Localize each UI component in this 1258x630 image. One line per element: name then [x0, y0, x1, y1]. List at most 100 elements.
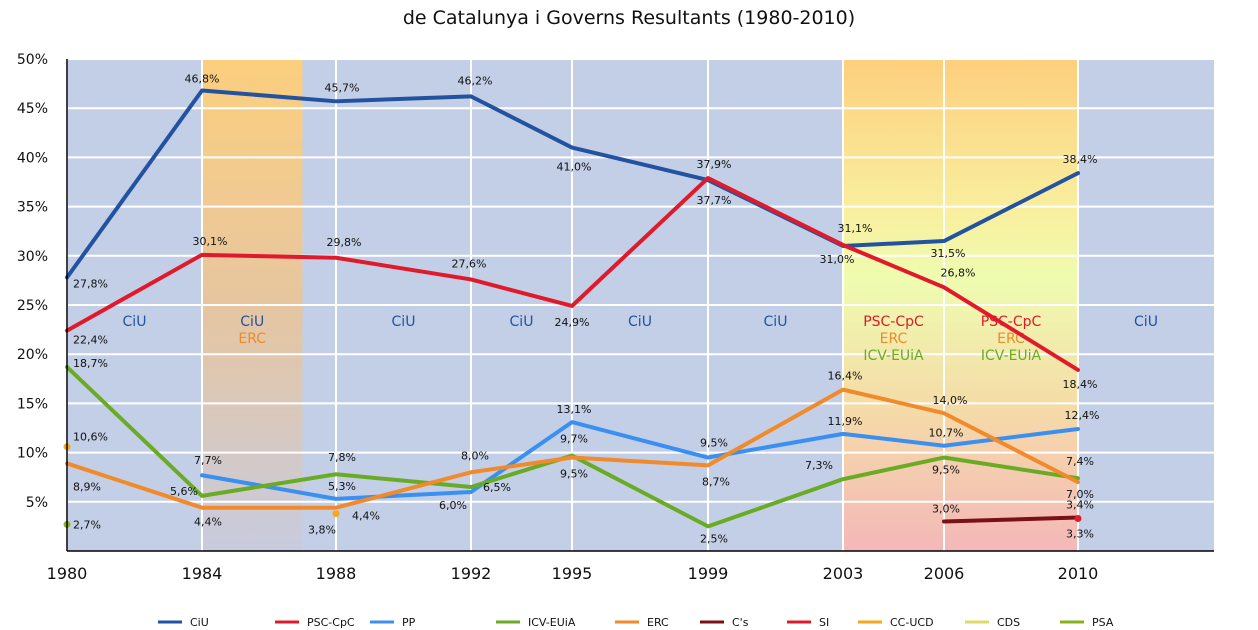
government-party-label: CiU	[392, 314, 416, 330]
legend-label-C's: C's	[732, 616, 749, 629]
data-label-ICV-EUiA: 7,3%	[805, 459, 833, 472]
data-label-ICV-EUiA: 2,5%	[700, 532, 728, 545]
series-point-CC-UCD	[332, 510, 340, 518]
data-label-CiU: 27,8%	[73, 277, 108, 290]
government-party-label: ERC	[238, 331, 266, 347]
data-label-PP: 10,7%	[929, 427, 964, 440]
government-party-label: CiU	[628, 314, 652, 330]
series-lines	[63, 88, 1082, 529]
y-tick-label: 20%	[17, 347, 48, 363]
data-label-C's: 3,4%	[1066, 499, 1094, 512]
data-label-CiU: 38,4%	[1063, 153, 1098, 166]
data-label-PP: 13,1%	[557, 403, 592, 416]
y-tick-label: 40%	[17, 150, 48, 166]
x-tick-label: 1995	[552, 564, 593, 583]
data-label-PSC-CpC: 31,1%	[838, 222, 873, 235]
legend-label-PP: PP	[402, 616, 416, 629]
data-label-ICV-EUiA: 7,4%	[1066, 455, 1094, 468]
series-line-ERC	[65, 387, 1080, 510]
data-label-ERC: 7,0%	[1066, 488, 1094, 501]
data-label-ERC: 8,7%	[702, 475, 730, 488]
data-label-ICV-EUiA: 18,7%	[73, 357, 108, 370]
legend-label-CC-UCD: CC-UCD	[890, 616, 934, 629]
x-tick-label: 2006	[924, 564, 965, 583]
government-party-label: ICV-EUiA	[981, 348, 1042, 364]
legend: CiU PSC-CpC PP ICV-EUiA ERC C's SI CC-UCD CDS PSA	[158, 616, 1114, 629]
series-point-SI	[1074, 515, 1082, 523]
data-label-PSC-CpC: 24,9%	[555, 316, 590, 329]
government-party-label: CiU	[123, 314, 147, 330]
series-line-C's	[942, 515, 1080, 524]
data-label-CiU: 31,0%	[820, 253, 855, 266]
data-labels: 27,8% 46,8% 45,7% 46,2% 41,0% 37,7% 31,0% 31,5%…	[73, 72, 1099, 545]
data-label-CiU: 41,0%	[557, 161, 592, 174]
data-label-CC-UCD: 10,6%	[73, 431, 108, 444]
x-tick-label: 1980	[47, 564, 88, 583]
series-line-PSC-CpC	[65, 176, 1080, 372]
y-tick-label: 30%	[17, 249, 48, 265]
government-party-label: CiU	[1134, 314, 1158, 330]
y-tick-label: 10%	[17, 446, 48, 462]
series-line-CiU	[65, 88, 1080, 280]
y-tick-label: 25%	[17, 298, 48, 314]
government-party-label: ICV-EUiA	[863, 348, 924, 364]
data-label-ERC: 4,4%	[194, 516, 222, 529]
data-label-PP: 11,9%	[828, 415, 863, 428]
data-label-ERC: 16,4%	[828, 370, 863, 383]
y-tick-label: 45%	[17, 101, 48, 117]
data-label-CiU: 37,7%	[697, 194, 732, 207]
government-party-label: ERC	[880, 331, 908, 347]
y-tick-label: 50%	[17, 52, 48, 68]
legend-label-ICV-EUiA: ICV-EUiA	[528, 616, 576, 629]
data-label-PSC-CpC: 29,8%	[327, 236, 362, 249]
government-party-label: PSC-CpC	[863, 314, 924, 330]
government-party-label: CiU	[510, 314, 534, 330]
data-label-ERC: 9,5%	[560, 468, 588, 481]
data-label-ERC: 4,4%	[352, 510, 380, 523]
data-label-PP: 7,7%	[194, 454, 222, 467]
data-label-ICV-EUiA: 9,7%	[560, 433, 588, 446]
series-line-PP	[200, 420, 1080, 501]
data-label-ERC: 14,0%	[933, 394, 968, 407]
data-label-PSC-CpC: 18,4%	[1063, 378, 1098, 391]
chart-title: de Catalunya i Governs Resultants (1980-…	[403, 7, 855, 29]
data-label-SI: 3,3%	[1066, 528, 1094, 541]
x-tick-label: 1984	[182, 564, 223, 583]
data-label-PP: 6,0%	[439, 499, 467, 512]
axes: 5% 10% 15% 20% 25% 30% 35% 40% 45% 50% 1980 1984 198…	[17, 52, 1214, 583]
data-label-PSC-CpC: 37,9%	[697, 158, 732, 171]
y-tick-label: 35%	[17, 200, 48, 216]
government-party-label: CiU	[240, 314, 264, 330]
x-tick-label: 2003	[823, 564, 864, 583]
data-label-ICV-EUiA: 9,5%	[932, 464, 960, 477]
data-label-PSA: 2,7%	[73, 518, 101, 531]
chart-title-line: de Catalunya i Governs Resultants (1980-…	[403, 7, 855, 29]
x-tick-label: 1992	[451, 564, 492, 583]
data-label-ERC: 8,0%	[461, 449, 489, 462]
x-tick-label: 2010	[1058, 564, 1099, 583]
data-label-CiU: 45,7%	[325, 81, 360, 94]
data-label-PP: 12,4%	[1065, 409, 1100, 422]
government-party-label: CiU	[764, 314, 788, 330]
data-label-CiU: 31,5%	[931, 247, 966, 260]
data-label-PSC-CpC: 27,6%	[452, 257, 487, 270]
data-label-ICV-EUiA: 5,6%	[170, 485, 198, 498]
legend-label-CiU: CiU	[190, 616, 209, 629]
data-label-CC-UCD: 3,8%	[308, 524, 336, 537]
legend-label-PSC-CpC: PSC-CpC	[307, 616, 355, 629]
data-label-CiU: 46,8%	[185, 72, 220, 85]
x-tick-label: 1999	[688, 564, 729, 583]
data-label-ERC: 8,9%	[73, 480, 101, 493]
data-label-PP: 9,5%	[700, 437, 728, 450]
y-tick-label: 5%	[26, 495, 48, 511]
legend-label-SI: SI	[819, 616, 829, 629]
x-tick-label: 1988	[316, 564, 357, 583]
data-label-CiU: 46,2%	[458, 74, 493, 87]
data-label-PSC-CpC: 26,8%	[941, 266, 976, 279]
legend-label-PSA: PSA	[1092, 616, 1114, 629]
data-label-ICV-EUiA: 6,5%	[483, 481, 511, 494]
data-label-PSC-CpC: 30,1%	[193, 235, 228, 248]
data-label-C's: 3,0%	[932, 502, 960, 515]
